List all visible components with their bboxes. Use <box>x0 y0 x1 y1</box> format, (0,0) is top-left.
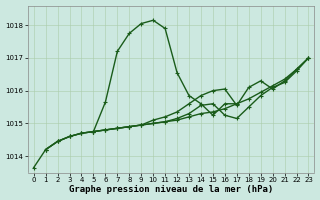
X-axis label: Graphe pression niveau de la mer (hPa): Graphe pression niveau de la mer (hPa) <box>69 185 273 194</box>
